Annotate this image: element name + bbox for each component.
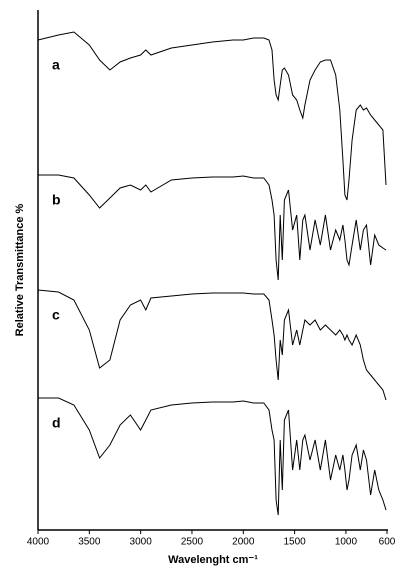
x-tick-label: 2000 [232, 537, 255, 548]
x-tick-label: 1500 [283, 537, 306, 548]
spectrum-line [37, 31, 387, 201]
series-label: b [52, 192, 61, 208]
series-label: a [52, 57, 60, 73]
spectrum-line [38, 174, 387, 281]
y-axis-label: Relative Transmittance % [14, 203, 26, 336]
x-tick-label: 3000 [130, 537, 153, 548]
spectrum-line [37, 289, 387, 401]
x-axis-label: Wavelenght cm⁻¹ [168, 554, 258, 566]
x-tick-label: 1000 [335, 537, 358, 548]
spectrum-line [38, 397, 387, 516]
x-tick-label: 600 [379, 537, 396, 548]
series-label: c [52, 307, 60, 323]
series-label: d [52, 415, 61, 431]
x-tick-label: 4000 [27, 537, 50, 548]
x-tick-label: 2500 [181, 537, 204, 548]
x-tick-label: 3500 [78, 537, 101, 548]
